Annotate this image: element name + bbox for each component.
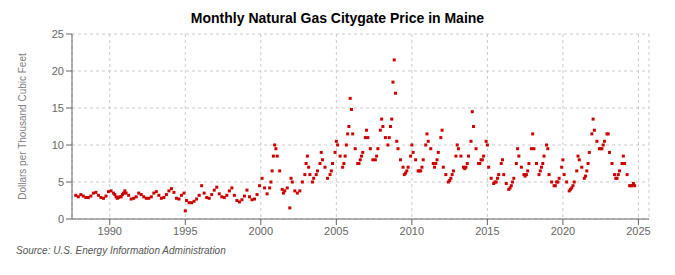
svg-text:10: 10	[52, 139, 64, 151]
svg-text:Dollars per Thousand Cubic Fee: Dollars per Thousand Cubic Feet	[17, 53, 28, 200]
svg-text:2015: 2015	[475, 225, 499, 237]
svg-text:2010: 2010	[400, 225, 424, 237]
svg-text:2000: 2000	[249, 225, 273, 237]
svg-text:2005: 2005	[324, 225, 348, 237]
svg-text:15: 15	[52, 102, 64, 114]
svg-text:5: 5	[58, 176, 64, 188]
html-text:Source: U.S. Energy Informatio: Source: U.S. Energy Information Administ…	[16, 245, 226, 256]
svg-text:2025: 2025	[626, 225, 650, 237]
svg-text:1995: 1995	[173, 225, 197, 237]
svg-text:0: 0	[58, 213, 64, 225]
svg-text:20: 20	[52, 65, 64, 77]
svg-text:25: 25	[52, 28, 64, 40]
html-text:Monthly Natural Gas Citygate P: Monthly Natural Gas Citygate Price in Ma…	[190, 10, 485, 26]
svg-text:1990: 1990	[98, 225, 122, 237]
svg-text:2020: 2020	[551, 225, 575, 237]
